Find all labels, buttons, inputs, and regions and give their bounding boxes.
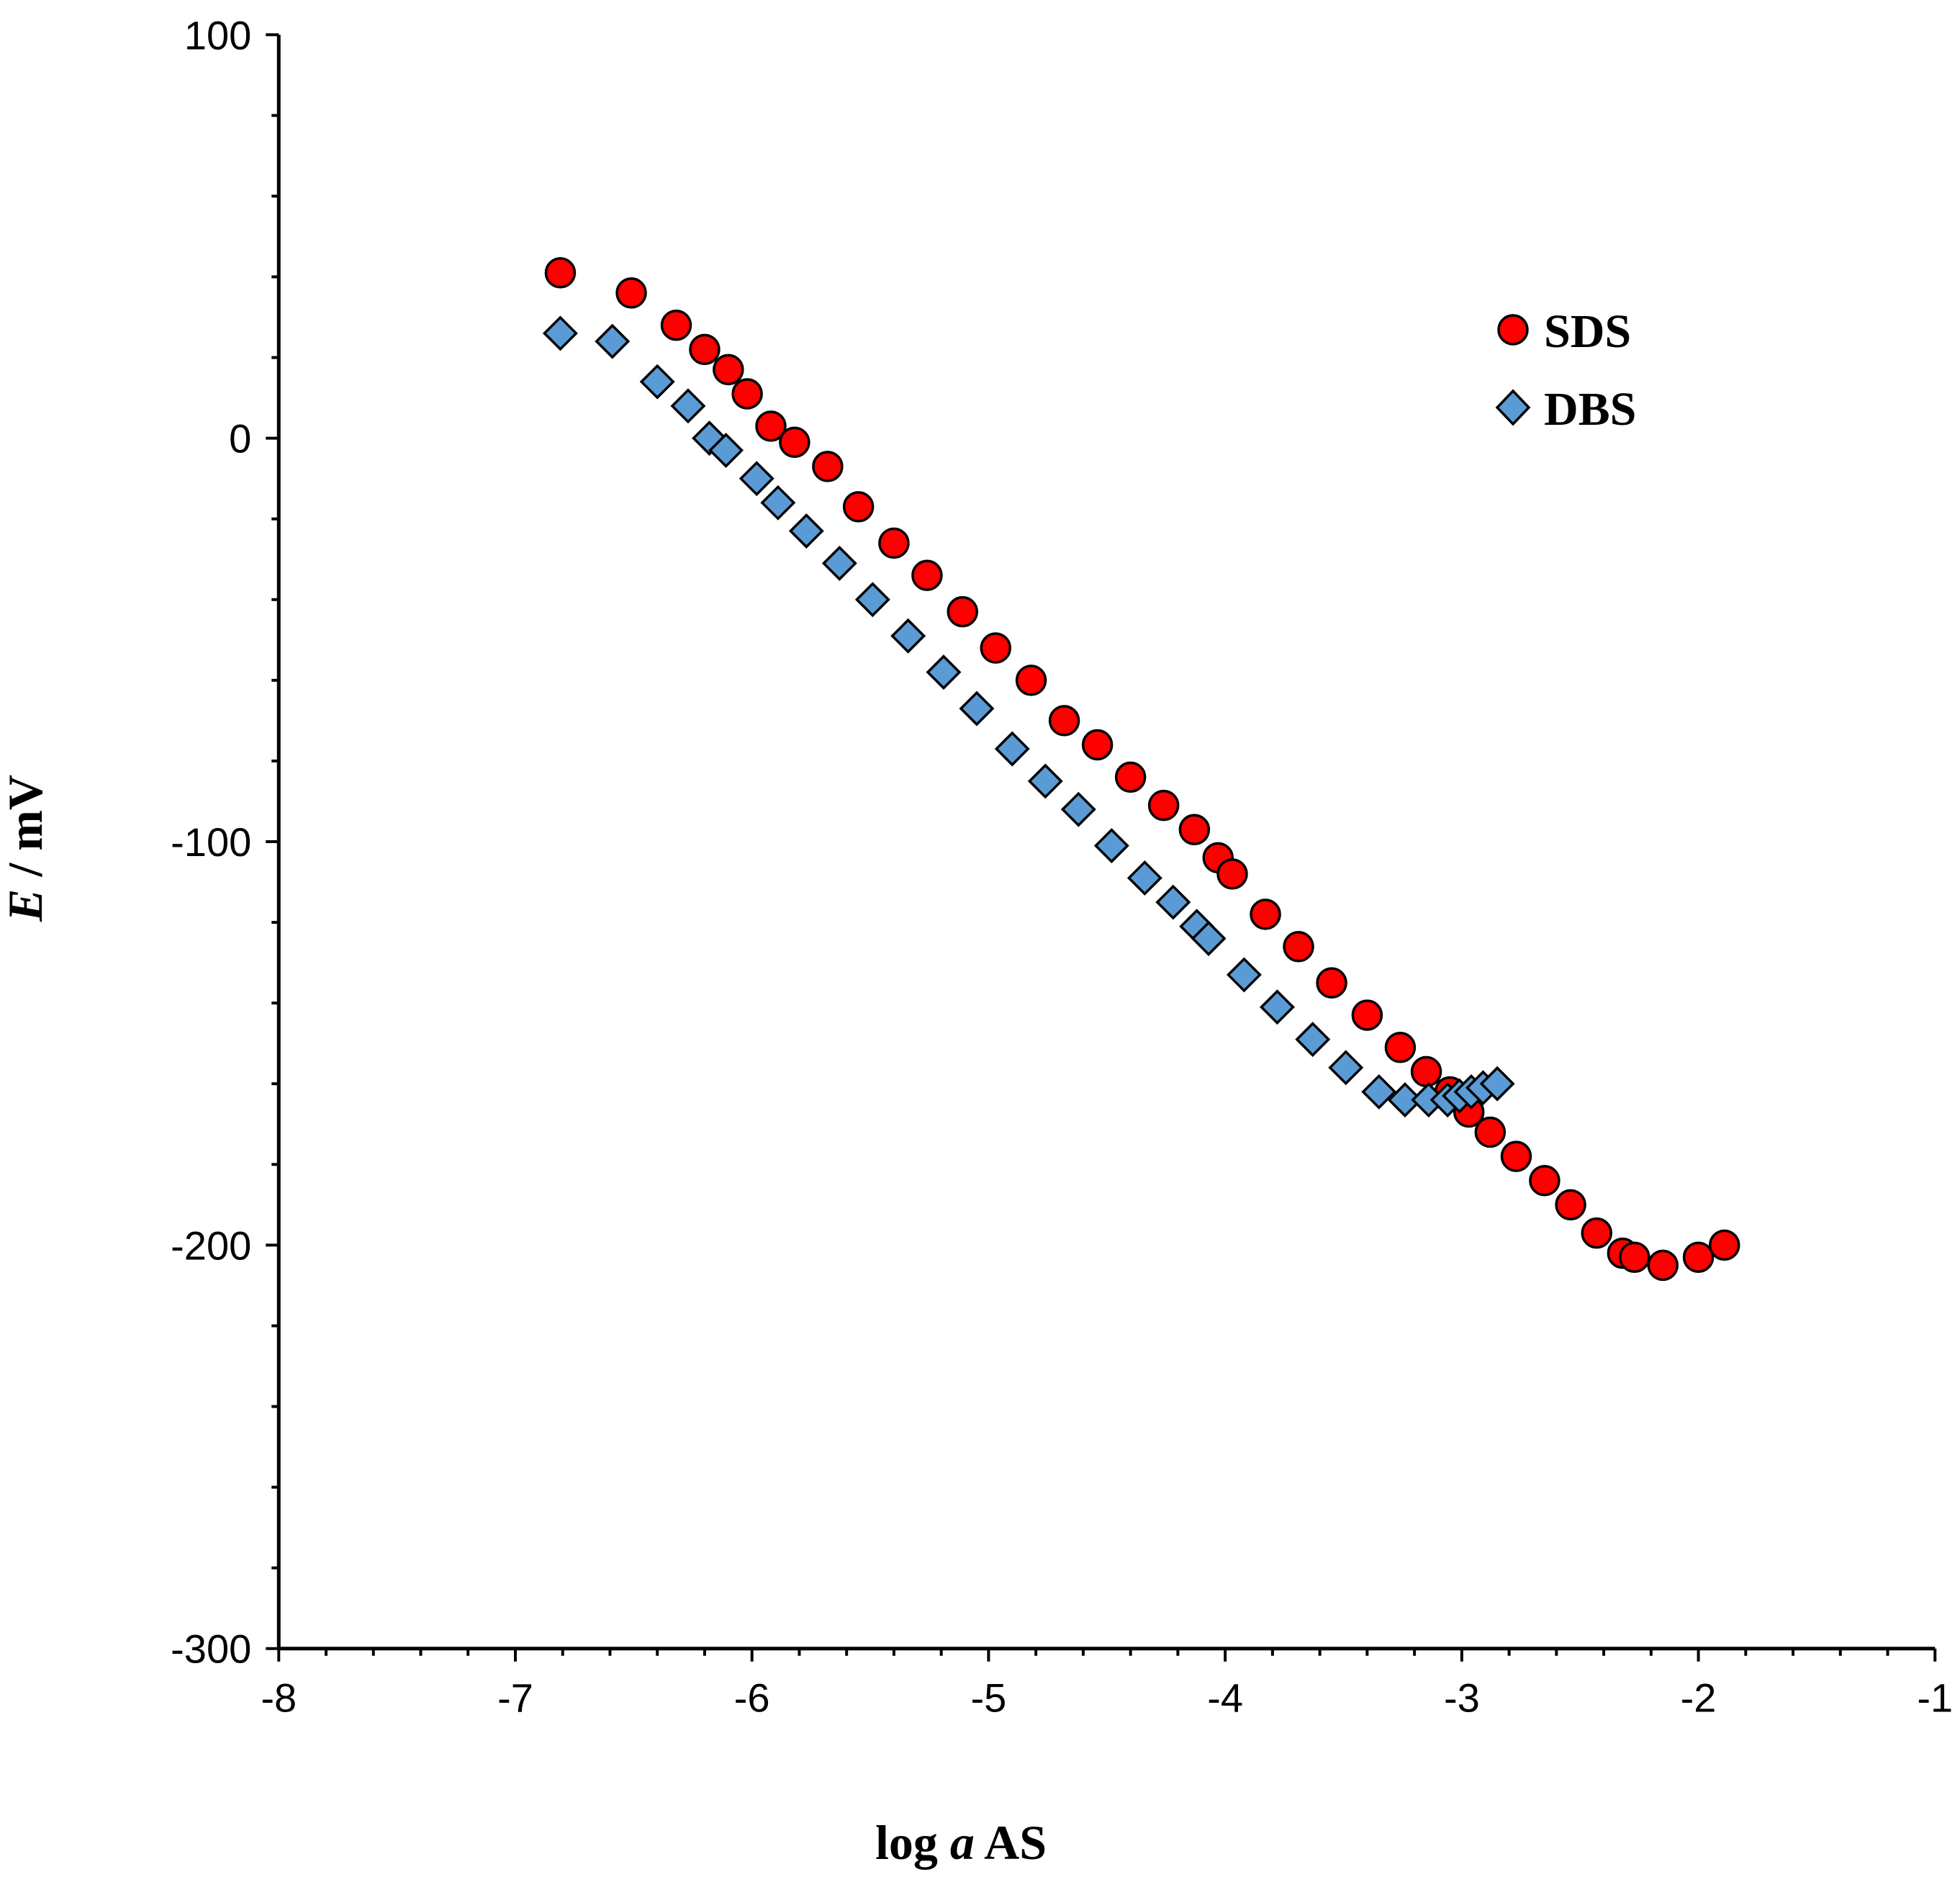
point-dbs — [1027, 763, 1063, 799]
point-dbs — [1361, 1073, 1397, 1109]
point-dbs — [1093, 828, 1129, 864]
x-axis-title: log a AS — [875, 1815, 1047, 1870]
point-sds — [1474, 1116, 1507, 1148]
legend-marker-dbs — [1495, 389, 1531, 426]
point-sds — [980, 632, 1012, 664]
legend-marker-sds — [1497, 314, 1529, 346]
point-sds — [1114, 761, 1147, 793]
point-sds — [911, 559, 943, 591]
point-dbs — [890, 618, 926, 654]
point-dbs — [788, 513, 824, 549]
point-dbs — [760, 485, 796, 521]
point-dbs — [854, 582, 890, 618]
x-tick-label: -8 — [261, 1675, 297, 1721]
point-sds — [1081, 729, 1114, 761]
point-dbs — [1191, 921, 1227, 956]
point-sds — [1048, 705, 1080, 737]
legend-label-sds: SDS — [1544, 305, 1631, 358]
point-sds — [1555, 1189, 1586, 1221]
point-sds — [1250, 899, 1281, 930]
point-sds — [731, 378, 763, 410]
point-dbs — [1295, 1022, 1331, 1058]
point-sds — [1410, 1055, 1442, 1088]
legend-item-dbs: DBS — [1495, 383, 1636, 436]
series-dbs — [542, 315, 1515, 1118]
x-tick-label: -4 — [1207, 1675, 1243, 1721]
point-dbs — [926, 654, 962, 690]
point-dbs — [1328, 1050, 1364, 1086]
point-dbs — [1060, 791, 1096, 827]
y-ticks: -300 -200 -100 0 100 — [171, 12, 279, 1672]
point-sds — [1178, 814, 1211, 845]
x-tick-label: -2 — [1681, 1675, 1717, 1721]
point-sds — [1351, 999, 1383, 1031]
point-sds — [1216, 858, 1248, 890]
y-tick-label: 0 — [229, 416, 251, 462]
point-sds — [1500, 1140, 1532, 1172]
point-sds — [1619, 1241, 1650, 1273]
point-sds — [947, 595, 978, 628]
point-dbs — [1387, 1082, 1423, 1118]
y-tick-label: -100 — [171, 819, 251, 865]
point-dbs — [639, 364, 675, 400]
point-sds — [689, 333, 721, 366]
y-tick-label: -300 — [171, 1626, 251, 1672]
point-sds — [1147, 789, 1180, 822]
point-dbs — [1259, 989, 1295, 1025]
point-sds — [755, 410, 787, 442]
point-dbs — [595, 323, 631, 359]
point-sds — [615, 277, 647, 309]
point-dbs — [1226, 957, 1262, 993]
point-sds — [1384, 1032, 1417, 1063]
x-tick-label: -7 — [497, 1675, 533, 1721]
point-dbs — [821, 545, 857, 581]
y-axis-title: E / mV — [0, 775, 53, 922]
point-sds — [713, 354, 744, 386]
point-sds — [660, 309, 692, 341]
point-dbs — [994, 731, 1030, 767]
point-sds — [1015, 665, 1047, 696]
x-ticks: -8 -7 -6 -5 -4 -3 -2 -1 — [261, 1648, 1953, 1721]
point-sds — [878, 527, 910, 559]
legend-label-dbs: DBS — [1544, 383, 1636, 436]
point-dbs — [1479, 1066, 1515, 1102]
series-layer — [542, 257, 1740, 1282]
point-dbs — [739, 461, 774, 497]
x-tick-label: -5 — [971, 1675, 1007, 1721]
point-sds — [779, 426, 810, 458]
point-dbs — [1155, 884, 1191, 920]
x-tick-label: -6 — [734, 1675, 770, 1721]
point-sds — [1529, 1164, 1561, 1197]
point-sds — [1708, 1229, 1740, 1261]
point-sds — [1647, 1249, 1679, 1282]
point-dbs — [670, 388, 706, 424]
x-tick-label: -3 — [1444, 1675, 1480, 1721]
point-dbs — [708, 432, 744, 468]
y-tick-label: 100 — [184, 12, 251, 58]
point-sds — [1682, 1241, 1715, 1273]
x-tick-label: -1 — [1917, 1675, 1953, 1721]
legend: SDS DBS — [1495, 305, 1636, 436]
point-sds — [544, 257, 577, 289]
legend-item-sds: SDS — [1497, 305, 1631, 358]
point-sds — [842, 491, 875, 523]
point-sds — [1316, 967, 1347, 999]
point-sds — [1581, 1217, 1612, 1249]
point-dbs — [542, 315, 578, 351]
y-tick-label: -200 — [171, 1223, 251, 1268]
point-sds — [1283, 930, 1314, 963]
point-dbs — [1126, 860, 1162, 896]
point-sds — [812, 451, 844, 482]
point-dbs — [959, 690, 995, 726]
